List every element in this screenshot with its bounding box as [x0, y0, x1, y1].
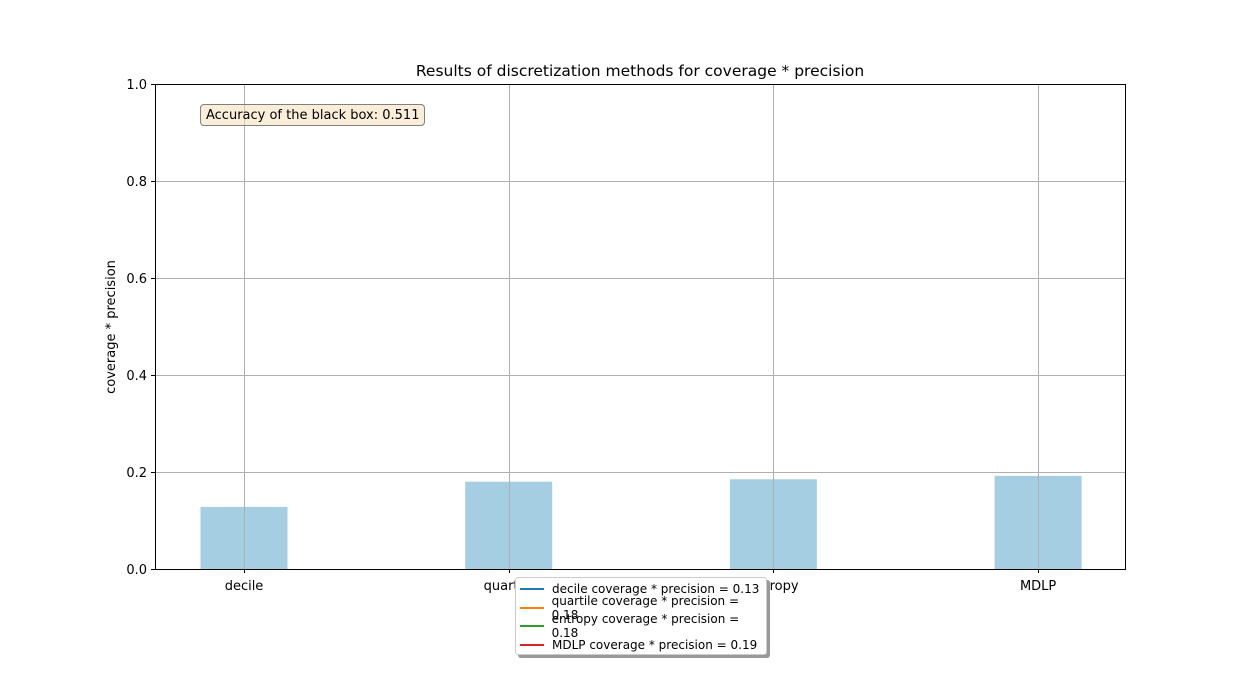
legend-entry: decile coverage * precision = 0.13	[516, 580, 766, 599]
legend: decile coverage * precision = 0.13 quarti…	[515, 577, 767, 655]
y-axis-label: coverage * precision	[104, 260, 119, 394]
vertical-gridlines	[244, 84, 1039, 569]
y-tick-label: 0.2	[126, 466, 147, 481]
legend-swatch	[520, 606, 544, 609]
y-tick-label: 0.8	[126, 175, 147, 190]
plot-frame	[155, 84, 1126, 570]
y-tick-label: 0.4	[126, 369, 147, 384]
legend-entry: MDLP coverage * precision = 0.19	[516, 636, 766, 655]
legend-swatch	[520, 643, 544, 646]
bar-quartile	[465, 481, 553, 569]
legend-label: decile coverage * precision = 0.13	[552, 582, 760, 597]
bars	[200, 475, 1082, 569]
y-tick-label: 0.6	[126, 272, 147, 287]
y-ticks: 0.0 0.2 0.4 0.6 0.8 1.0	[126, 78, 155, 578]
chart-title: Results of discretization methods for co…	[416, 62, 864, 80]
legend-swatch	[520, 588, 544, 591]
gridlines	[155, 84, 1125, 570]
x-tick-label: MDLP	[1020, 579, 1056, 594]
legend-label: quartile coverage * precision = 0.18	[551, 593, 740, 622]
legend-label: entropy coverage * precision = 0.18	[551, 612, 740, 641]
y-tick-label: 0.0	[126, 563, 147, 578]
y-tick-label: 1.0	[126, 78, 147, 93]
legend-swatch	[520, 625, 544, 628]
legend-label: MDLP coverage * precision = 0.19	[552, 637, 758, 652]
x-tick-label: decile	[225, 579, 264, 594]
legend-entry: entropy coverage * precision = 0.18	[516, 612, 766, 640]
accuracy-annotation: Accuracy of the black box: 0.511	[200, 104, 426, 126]
legend-entry: quartile coverage * precision = 0.18	[516, 594, 766, 622]
